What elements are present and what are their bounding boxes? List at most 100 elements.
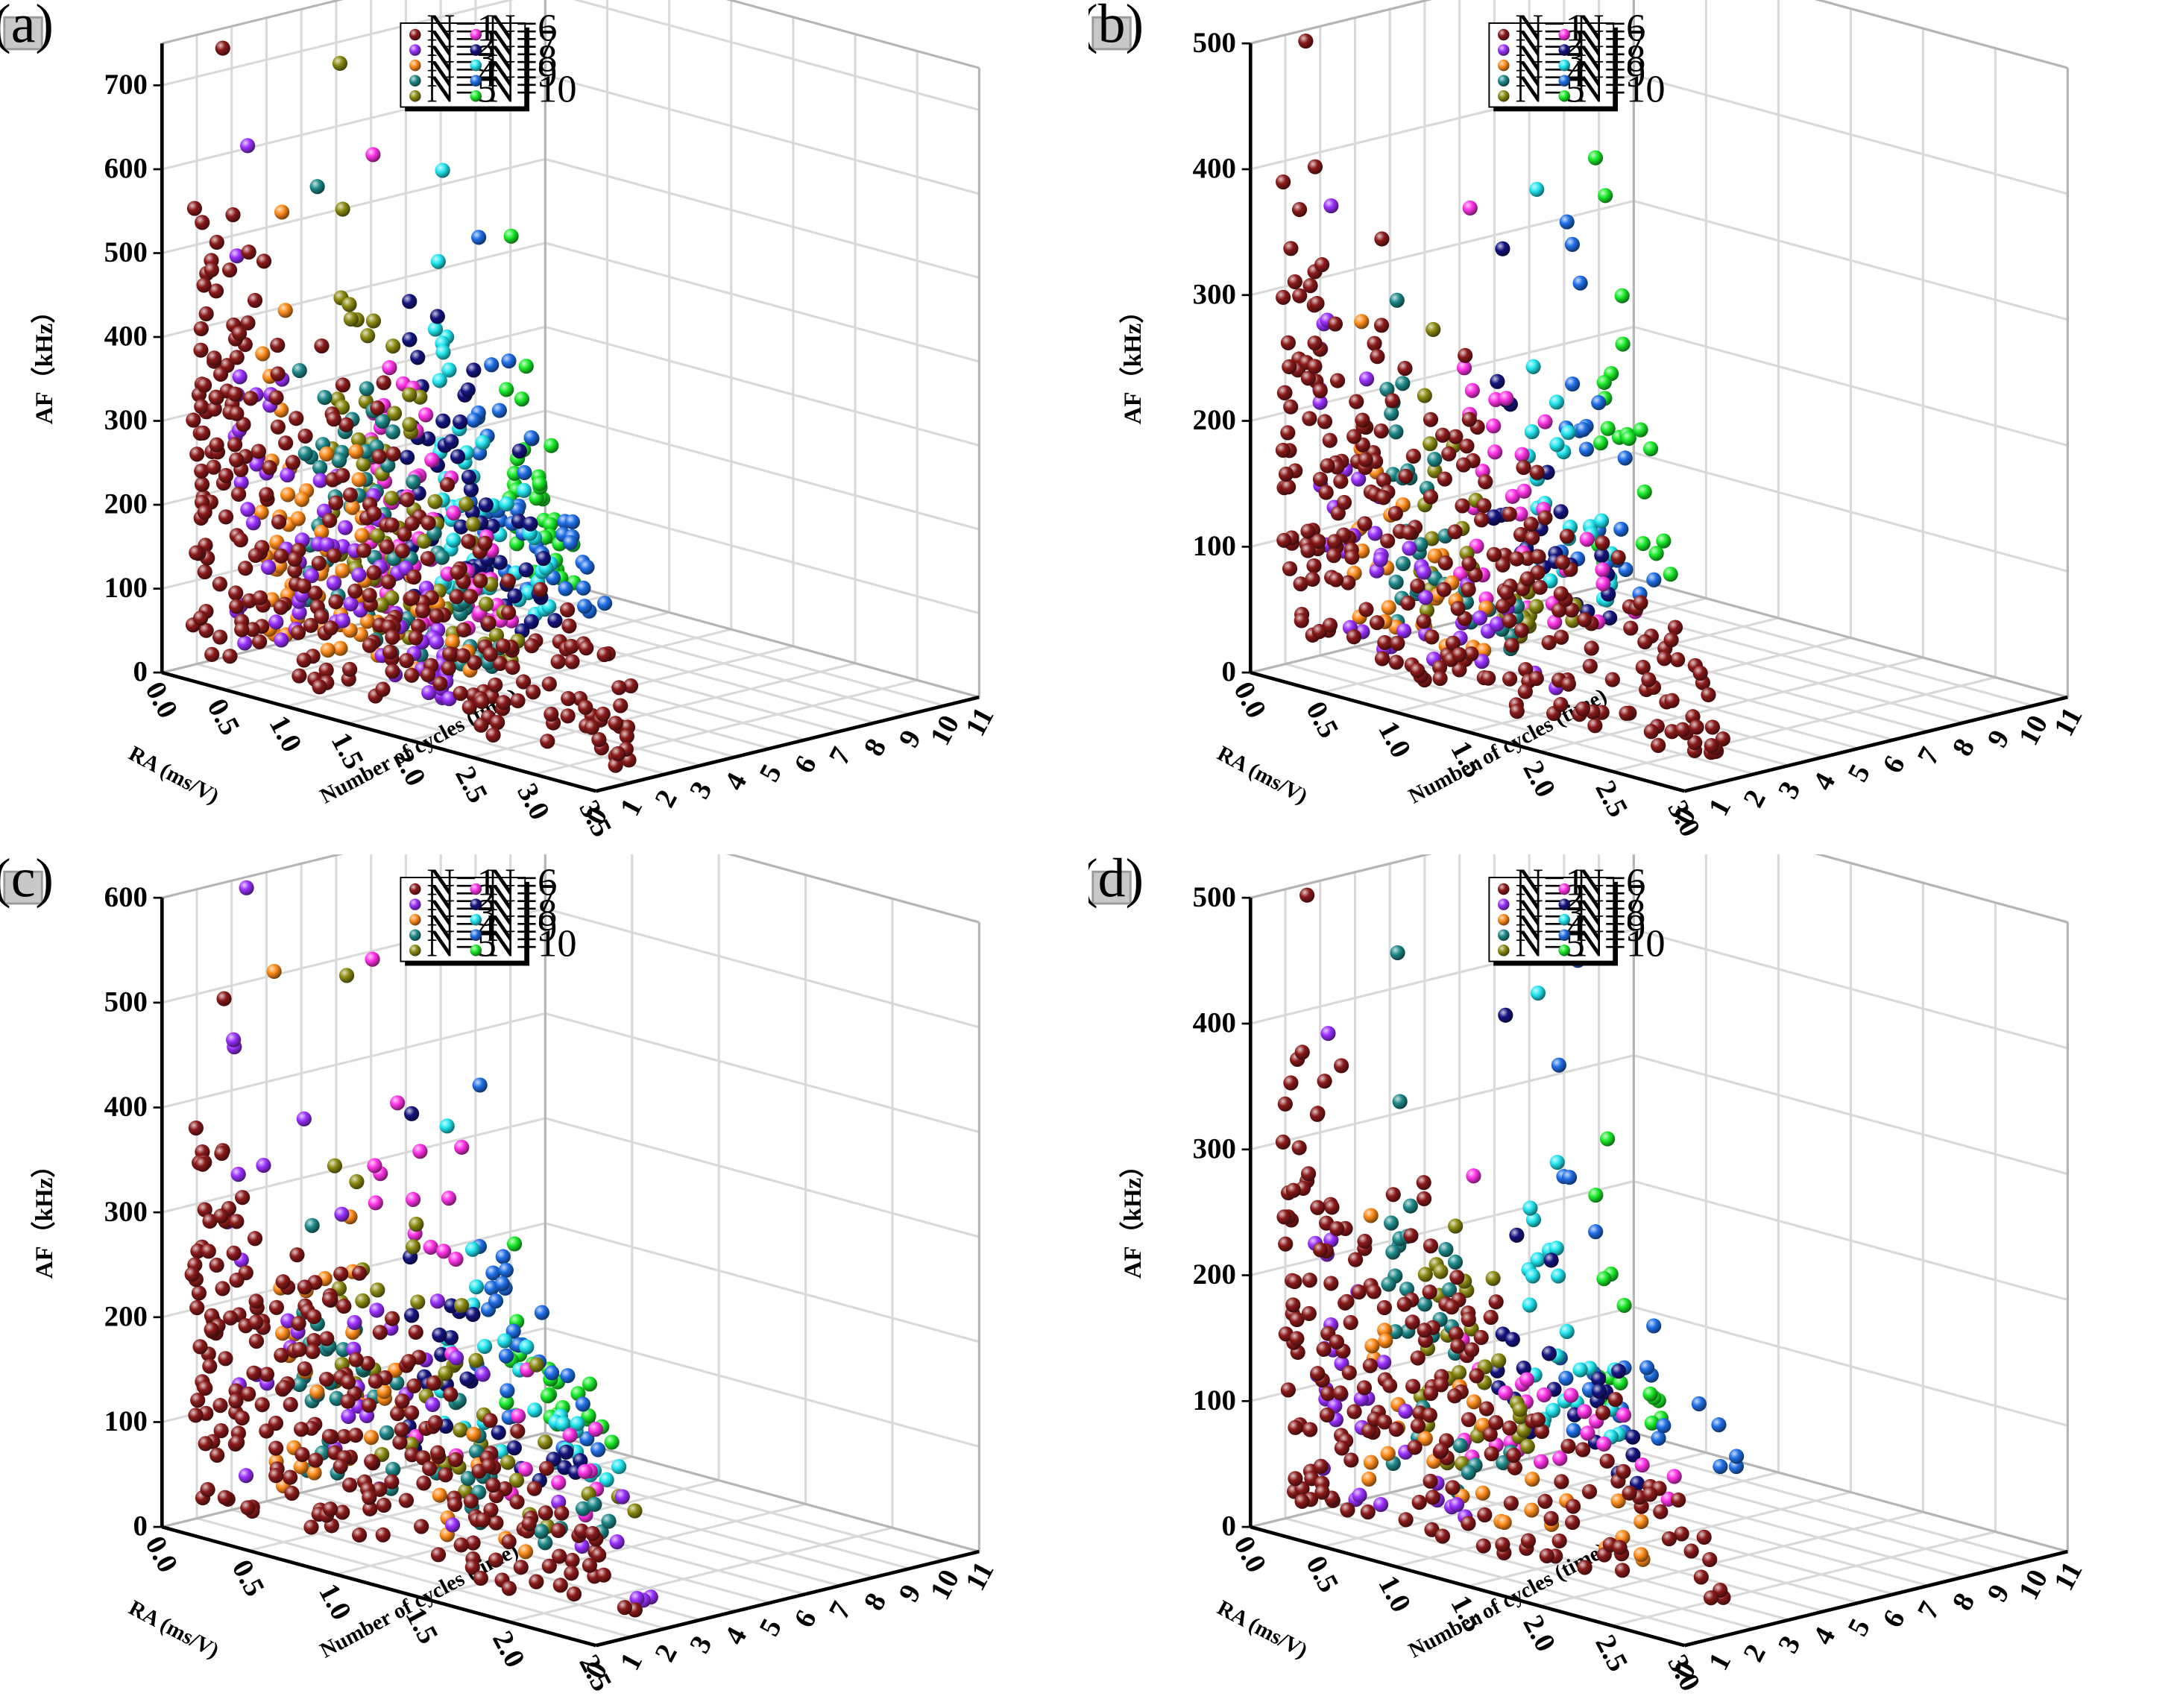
data-point-N=7 [1553, 504, 1569, 520]
data-point-N=3 [1524, 1502, 1540, 1518]
data-point-N=1 [248, 547, 263, 564]
grid-line [1250, 1054, 1634, 1151]
data-point-N=1 [559, 602, 576, 618]
data-point-N=2 [347, 1314, 362, 1331]
data-point-N=1 [1537, 1493, 1553, 1509]
data-point-N=1 [1300, 371, 1316, 386]
data-point-N=1 [481, 1458, 497, 1474]
legend-label: N=2 [426, 22, 497, 65]
data-point-N=4 [460, 1471, 476, 1487]
data-point-N=4 [1388, 424, 1404, 440]
data-point-N=1 [1329, 1220, 1345, 1237]
legend-label: N=2 [1515, 876, 1585, 919]
data-point-N=1 [1307, 359, 1323, 374]
y-tick-label: 5 [1842, 759, 1877, 787]
data-point-N=1 [1283, 1075, 1299, 1091]
x-axis-line [1250, 1525, 1685, 1648]
data-point-N=1 [212, 366, 229, 382]
data-point-N=1 [1607, 1392, 1623, 1408]
data-point-N=1 [1288, 1419, 1303, 1435]
data-point-N=1 [415, 603, 431, 619]
data-point-N=1 [448, 1452, 464, 1467]
data-point-N=1 [364, 1454, 379, 1469]
data-point-N=1 [254, 1397, 270, 1413]
data-point-N=1 [1539, 1548, 1554, 1563]
grid-line [1598, 585, 2034, 708]
data-point-N=1 [1312, 471, 1329, 488]
data-point-N=4 [1461, 1465, 1476, 1481]
data-point-N=5 [370, 528, 385, 543]
data-point-N=1 [1543, 1510, 1559, 1526]
data-point-N=1 [490, 714, 505, 731]
grid-line [161, 1117, 546, 1214]
legend: N=1N=2N=3N=4N=5 N=6N=7N=8N=9N=10 [1488, 6, 1666, 112]
data-point-N=1 [1530, 1412, 1546, 1428]
data-point-N=3 [1633, 1547, 1649, 1563]
data-point-N=9 [498, 1262, 514, 1278]
data-point-N=9 [498, 1348, 514, 1364]
data-point-N=3 [1354, 314, 1370, 330]
data-point-N=2 [444, 1517, 461, 1533]
data-point-N=10 [1621, 430, 1636, 447]
legend-marker-N=1 [1498, 28, 1510, 41]
y-tick-label: 8 [1946, 1588, 1981, 1616]
data-point-N=10 [543, 517, 558, 532]
data-point-N=1 [1348, 1252, 1364, 1267]
data-point-N=1 [1482, 1426, 1498, 1443]
data-point-N=6 [390, 1095, 406, 1111]
data-point-N=10 [1636, 484, 1652, 500]
data-point-N=1 [1309, 1106, 1325, 1122]
data-point-N=1 [198, 623, 214, 638]
data-point-N=7 [518, 562, 534, 578]
data-point-N=1 [482, 646, 498, 662]
data-point-N=9 [471, 230, 487, 245]
data-point-N=1 [197, 377, 212, 393]
data-point-N=1 [400, 492, 415, 508]
x-tick-label: 0.5 [226, 1554, 271, 1601]
data-point-N=1 [1509, 551, 1525, 567]
data-point-N=1 [194, 399, 209, 415]
data-point-N=6 [1462, 200, 1478, 216]
legend-label: N=2 [426, 876, 497, 919]
z-tick-label: 600 [104, 153, 148, 185]
legend-marker-N=10 [1558, 90, 1571, 102]
data-point-N=6 [1513, 506, 1528, 522]
data-point-N=1 [1670, 652, 1686, 667]
data-point-N=1 [1382, 1378, 1398, 1393]
data-point-N=7 [435, 413, 451, 429]
data-point-N=1 [1416, 1191, 1432, 1207]
data-point-N=1 [1509, 704, 1525, 719]
data-point-N=1 [226, 1245, 242, 1261]
legend-label: N=10 [1576, 922, 1666, 965]
data-point-N=6 [517, 1461, 533, 1477]
data-point-N=7 [1490, 374, 1505, 389]
data-point-N=6 [1505, 488, 1520, 504]
data-point-N=1 [1398, 1512, 1414, 1528]
data-point-N=8 [570, 1416, 585, 1431]
data-point-N=8 [599, 1472, 614, 1487]
data-point-N=1 [1423, 1473, 1438, 1489]
data-point-N=1 [268, 1299, 285, 1315]
z-tick-label: 0 [133, 1510, 147, 1542]
y-tick-label: 8 [857, 1588, 892, 1616]
data-point-N=1 [290, 625, 306, 640]
scatter-points [184, 880, 658, 1618]
data-point-N=7 [402, 294, 418, 309]
legend-box [1488, 22, 1615, 108]
data-point-N=2 [326, 576, 342, 591]
data-point-N=1 [188, 1408, 204, 1423]
data-point-N=3 [351, 472, 367, 488]
data-point-N=1 [1305, 571, 1320, 587]
data-point-N=1 [303, 617, 318, 633]
data-point-N=1 [277, 1379, 292, 1396]
data-point-N=1 [1667, 620, 1683, 635]
data-point-N=1 [294, 1422, 309, 1437]
data-point-N=1 [240, 315, 256, 331]
data-point-N=5 [402, 387, 418, 403]
z-tick-label: 200 [104, 1300, 148, 1332]
data-point-N=1 [1696, 1529, 1712, 1545]
data-point-N=1 [394, 543, 410, 559]
grid-line [1633, 200, 2068, 321]
data-point-N=6 [424, 453, 440, 468]
data-point-N=10 [604, 1434, 620, 1450]
